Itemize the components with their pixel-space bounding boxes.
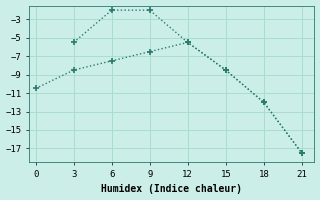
- X-axis label: Humidex (Indice chaleur): Humidex (Indice chaleur): [101, 184, 242, 194]
